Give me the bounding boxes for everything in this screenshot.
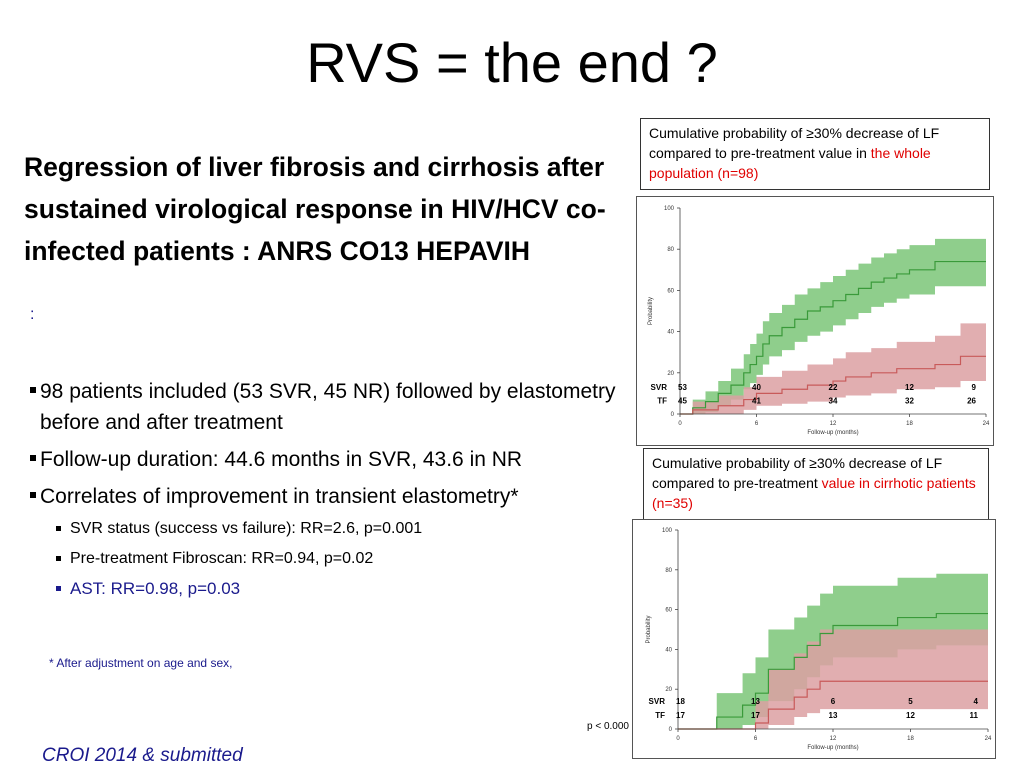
y-tick-label: 60 <box>667 288 674 294</box>
bullet-text: Follow-up duration: 44.6 months in SVR, … <box>40 448 523 471</box>
y-tick-label: 40 <box>667 330 674 336</box>
x-tick-label: 0 <box>676 736 680 742</box>
sub-bullet-text: Pre-treatment Fibroscan: RR=0.94, p=0.02 <box>70 550 374 567</box>
at-risk-count-svr: 18 <box>676 697 685 706</box>
svr-confidence-band <box>680 238 986 414</box>
at-risk-row-label-tf: TF <box>655 711 665 720</box>
bottom-km-chart-panel: 0 20 40 60 80 100 0 6 12 18 24 Follow-up (months) Pr… <box>632 519 996 759</box>
x-tick-label: 24 <box>983 421 990 427</box>
x-tick-label: 6 <box>755 421 759 427</box>
x-tick-label: 24 <box>985 736 992 742</box>
bottom-km-chart: 0 20 40 60 80 100 0 6 12 18 24 Follow-up (months) Pr… <box>646 528 992 751</box>
y-tick-label: 40 <box>665 647 672 653</box>
at-risk-count-svr: 6 <box>831 697 836 706</box>
at-risk-count-tf: 12 <box>906 711 915 720</box>
tf-survival-curve <box>678 680 988 730</box>
bullet-item: 98 patients included (53 SVR, 45 NR) fol… <box>30 376 620 438</box>
at-risk-row-label-tf: TF <box>657 397 667 406</box>
bullet-item: Follow-up duration: 44.6 months in SVR, … <box>30 444 620 475</box>
colon-mark: : <box>30 306 35 323</box>
at-risk-count-svr: 4 <box>974 697 979 706</box>
bullet-text: Correlates of improvement in transient e… <box>40 485 519 508</box>
at-risk-count-svr: 53 <box>678 383 687 392</box>
y-tick-label: 60 <box>665 608 672 614</box>
sub-bullet-item: Pre-treatment Fibroscan: RR=0.94, p=0.02 <box>30 548 620 570</box>
at-risk-count-tf: 17 <box>676 711 685 720</box>
x-tick-label: 0 <box>678 421 682 427</box>
y-tick-label: 80 <box>667 247 674 253</box>
at-risk-count-svr: 40 <box>752 383 761 392</box>
at-risk-row-label-svr: SVR <box>651 383 668 392</box>
at-risk-count-tf: 41 <box>752 397 761 406</box>
at-risk-count-tf: 17 <box>751 711 760 720</box>
y-tick-label: 20 <box>665 687 672 693</box>
sub-bullet-text: AST: RR=0.98, p=0.03 <box>70 579 241 598</box>
y-tick-label: 0 <box>671 412 675 418</box>
at-risk-count-tf: 32 <box>905 397 914 406</box>
top-km-chart: 0 20 40 60 80 100 0 6 12 18 24 Follow-up (months) Pr… <box>648 206 990 436</box>
slide-title: RVS = the end ? <box>306 31 718 94</box>
square-bullet-icon <box>30 455 36 461</box>
y-axis-label: Probability <box>646 615 652 643</box>
caption-text: Cumulative probability of ≥30% decrease … <box>649 125 940 161</box>
square-bullet-icon <box>30 492 36 498</box>
bullet-text: 98 patients included (53 SVR, 45 NR) fol… <box>40 380 616 434</box>
bullet-item: Correlates of improvement in transient e… <box>30 481 620 512</box>
at-risk-count-tf: 13 <box>829 711 838 720</box>
x-tick-label: 12 <box>830 736 837 742</box>
caption-highlight: the whole population (n=98) <box>649 145 931 181</box>
at-risk-count-svr: 22 <box>829 383 838 392</box>
at-risk-count-svr: 5 <box>908 697 913 706</box>
y-tick-label: 20 <box>667 371 674 377</box>
tf-confidence-band <box>680 323 986 414</box>
citation: CROI 2014 & submitted <box>42 745 243 766</box>
sub-bullet-item: AST: RR=0.98, p=0.03 <box>30 578 620 600</box>
y-tick-label: 0 <box>669 727 673 733</box>
at-risk-count-tf: 34 <box>829 397 838 406</box>
x-tick-label: 12 <box>830 421 837 427</box>
x-tick-label: 6 <box>754 736 758 742</box>
y-tick-label: 80 <box>665 568 672 574</box>
at-risk-count-svr: 9 <box>972 383 977 392</box>
at-risk-count-svr: 13 <box>751 697 760 706</box>
at-risk-row-label-svr: SVR <box>649 697 666 706</box>
svr-survival-curve <box>680 260 986 415</box>
sub-bullet-item: SVR status (success vs failure): RR=2.6,… <box>30 518 620 540</box>
bullet-list: 98 patients included (53 SVR, 45 NR) fol… <box>30 376 620 608</box>
footnote: * After adjustment on age and sex, <box>49 656 233 670</box>
bottom-chart-caption: Cumulative probability of ≥30% decrease … <box>643 448 989 520</box>
y-tick-label: 100 <box>662 528 673 534</box>
y-axis-label: Probability <box>648 297 654 325</box>
square-bullet-icon <box>30 387 36 393</box>
square-bullet-icon <box>56 556 61 561</box>
caption-text: Cumulative probability of ≥30% decrease … <box>652 455 943 491</box>
study-title: Regression of liver fibrosis and cirrhos… <box>24 152 606 266</box>
tf-survival-curve <box>680 355 986 415</box>
at-risk-count-svr: 12 <box>905 383 914 392</box>
at-risk-count-tf: 11 <box>970 711 979 720</box>
at-risk-count-tf: 26 <box>967 397 976 406</box>
x-axis-label: Follow-up (months) <box>807 430 858 436</box>
x-axis-label: Follow-up (months) <box>807 745 858 751</box>
at-risk-count-tf: 45 <box>678 397 687 406</box>
square-bullet-icon <box>56 586 61 591</box>
sub-bullet-text: SVR status (success vs failure): RR=2.6,… <box>70 520 423 537</box>
p-value-label: p < 0.000 <box>587 721 629 732</box>
x-tick-label: 18 <box>907 736 914 742</box>
top-chart-caption: Cumulative probability of ≥30% decrease … <box>640 118 990 190</box>
x-tick-label: 18 <box>906 421 913 427</box>
square-bullet-icon <box>56 526 61 531</box>
y-tick-label: 100 <box>664 206 675 212</box>
svr-survival-curve <box>678 612 988 730</box>
caption-highlight: value in cirrhotic patients (n=35) <box>652 475 976 511</box>
top-km-chart-panel: 0 20 40 60 80 100 0 6 12 18 24 Follow-up (months) Pr… <box>636 196 994 446</box>
